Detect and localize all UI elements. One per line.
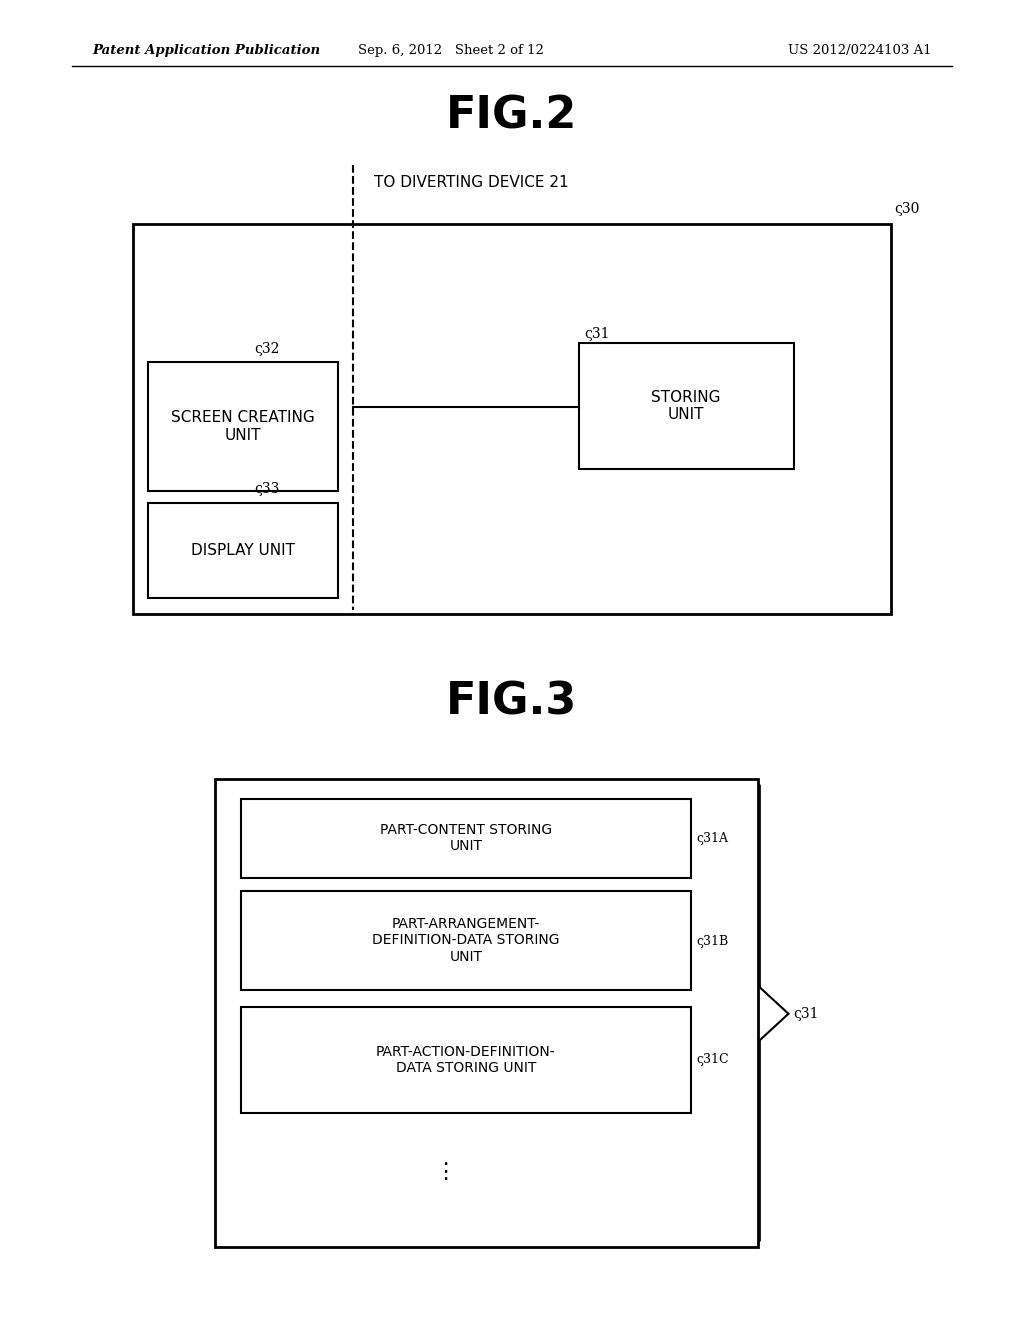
FancyBboxPatch shape <box>148 503 338 598</box>
Text: ς31A: ς31A <box>696 832 728 845</box>
Text: Sep. 6, 2012   Sheet 2 of 12: Sep. 6, 2012 Sheet 2 of 12 <box>357 44 544 57</box>
FancyBboxPatch shape <box>241 891 691 990</box>
Text: ς30: ς30 <box>894 202 920 216</box>
Text: PART-ACTION-DEFINITION-
DATA STORING UNIT: PART-ACTION-DEFINITION- DATA STORING UNI… <box>376 1045 556 1074</box>
Text: ⋮: ⋮ <box>434 1162 457 1183</box>
Text: TO DIVERTING DEVICE 21: TO DIVERTING DEVICE 21 <box>374 174 568 190</box>
Text: ς32: ς32 <box>254 342 280 356</box>
Text: SCREEN CREATING
UNIT: SCREEN CREATING UNIT <box>171 411 315 442</box>
Text: DISPLAY UNIT: DISPLAY UNIT <box>191 543 295 558</box>
FancyBboxPatch shape <box>241 1007 691 1113</box>
Text: Patent Application Publication: Patent Application Publication <box>92 44 321 57</box>
Text: ς31: ς31 <box>794 1007 819 1020</box>
Text: US 2012/0224103 A1: US 2012/0224103 A1 <box>788 44 932 57</box>
Text: ς33: ς33 <box>254 482 280 496</box>
Text: ς31B: ς31B <box>696 935 728 948</box>
Text: FIG.2: FIG.2 <box>446 95 578 137</box>
Text: STORING
UNIT: STORING UNIT <box>651 389 721 422</box>
FancyBboxPatch shape <box>215 779 758 1247</box>
Text: PART-CONTENT STORING
UNIT: PART-CONTENT STORING UNIT <box>380 824 552 853</box>
Text: ς31C: ς31C <box>696 1053 729 1067</box>
FancyBboxPatch shape <box>148 362 338 491</box>
FancyBboxPatch shape <box>133 224 891 614</box>
Text: PART-ARRANGEMENT-
DEFINITION-DATA STORING
UNIT: PART-ARRANGEMENT- DEFINITION-DATA STORIN… <box>372 917 560 964</box>
FancyBboxPatch shape <box>579 343 794 469</box>
Text: FIG.3: FIG.3 <box>446 681 578 723</box>
FancyBboxPatch shape <box>241 799 691 878</box>
Text: ς31: ς31 <box>585 326 610 341</box>
